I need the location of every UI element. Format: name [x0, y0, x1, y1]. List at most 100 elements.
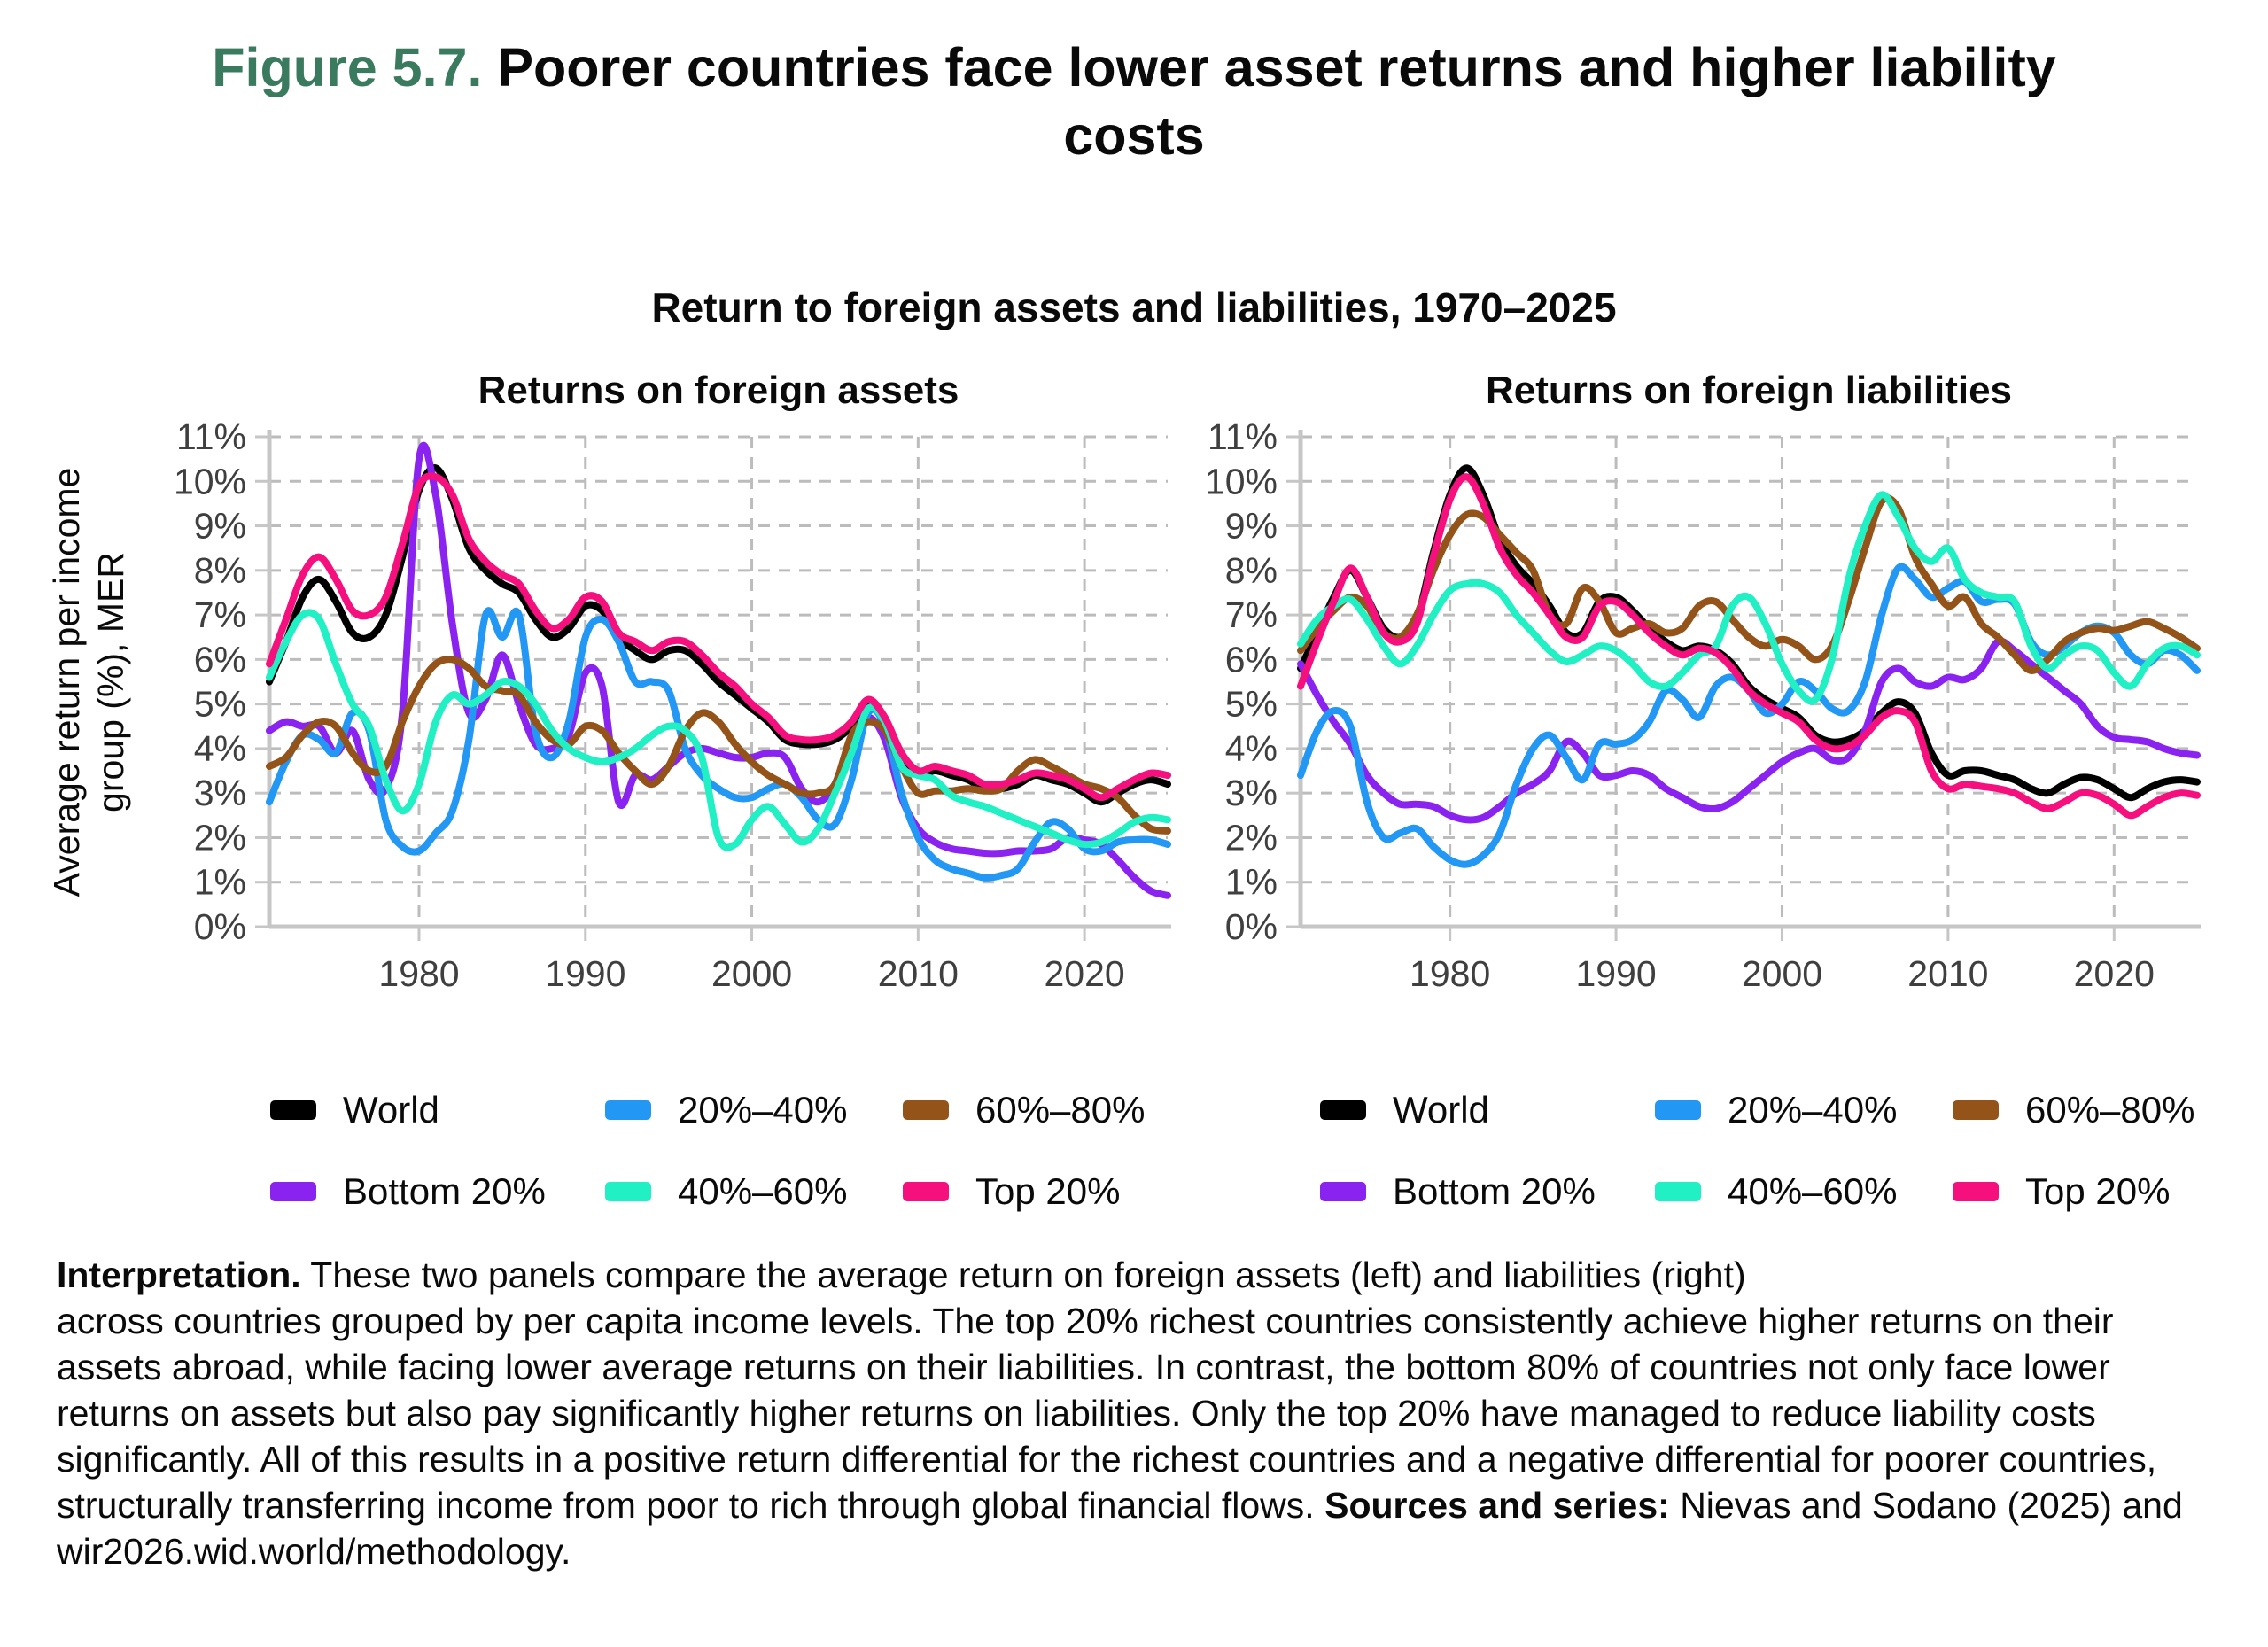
sources-text: Nievas and Sodano (2025) and wir2026.wid…: [57, 1485, 2183, 1572]
svg-text:2%: 2%: [1225, 817, 1278, 858]
interpretation-label: Interpretation.: [57, 1255, 301, 1295]
legend-swatch: [1953, 1100, 1999, 1120]
svg-text:1990: 1990: [1575, 953, 1656, 994]
svg-text:3%: 3%: [194, 773, 246, 813]
svg-text:9%: 9%: [194, 506, 246, 547]
svg-text:11%: 11%: [1208, 416, 1278, 457]
legend-item-20-40-: 20%–40%: [605, 1089, 903, 1131]
legend-label: 60%–80%: [975, 1089, 1146, 1130]
svg-text:9%: 9%: [1225, 506, 1278, 547]
legend-label: 40%–60%: [678, 1170, 848, 1212]
svg-text:2010: 2010: [1907, 953, 1988, 994]
legend-label: 40%–60%: [1728, 1170, 1898, 1212]
figure-title: Figure 5.7. Poorer countries face lower …: [0, 34, 2268, 170]
legend-item-world: World: [1320, 1089, 1655, 1131]
svg-text:7%: 7%: [1225, 594, 1278, 635]
legend-swatch: [270, 1100, 316, 1120]
legend-item-60-80-: 60%–80%: [903, 1089, 1145, 1131]
series-line-40-60-: [1297, 491, 2201, 705]
svg-text:11%: 11%: [176, 416, 246, 457]
legend-item-world: World: [270, 1089, 605, 1131]
assets-legend: World 20%–40% 60%–80% Bottom 20% 40%–60% Top …: [270, 1089, 1145, 1213]
legend-swatch: [1655, 1182, 1701, 1201]
assets-chart-panel: 1980 1990 2000 2010 2020 0%1%2%3%4%5%6%7%8%9%…: [174, 416, 1171, 994]
svg-text:0%: 0%: [1225, 906, 1278, 947]
svg-text:8%: 8%: [194, 550, 246, 591]
legend-item-40-60-: 40%–60%: [1655, 1170, 1953, 1213]
y-axis-label: Average return per income group (%), MER: [46, 467, 131, 897]
legend-item-20-40-: 20%–40%: [1655, 1089, 1953, 1131]
legend-item-bottom-20-: Bottom 20%: [1320, 1170, 1655, 1213]
liabilities-legend: World 20%–40% 60%–80% Bottom 20% 40%–60% Top …: [1320, 1089, 2194, 1213]
svg-text:6%: 6%: [1225, 639, 1278, 680]
series-line-bottom-20-: [266, 441, 1171, 899]
interpretation-body: across countries grouped by per capita i…: [57, 1301, 2157, 1526]
svg-text:7%: 7%: [194, 594, 246, 635]
legend-item-40-60-: 40%–60%: [605, 1170, 903, 1213]
series-line-top-20-: [266, 472, 1171, 802]
series-line-20-40-: [266, 607, 1171, 882]
svg-text:1990: 1990: [545, 953, 625, 994]
svg-text:6%: 6%: [194, 639, 246, 680]
svg-text:2%: 2%: [194, 817, 246, 858]
legend-label: 20%–40%: [678, 1089, 848, 1130]
legend-item-bottom-20-: Bottom 20%: [270, 1170, 605, 1213]
legend-label: 20%–40%: [1728, 1089, 1898, 1130]
legend-label: World: [343, 1089, 439, 1130]
series-line-world: [266, 464, 1171, 806]
svg-text:1%: 1%: [1225, 862, 1278, 903]
legend-swatch: [605, 1182, 651, 1201]
legend-label: 60%–80%: [2025, 1089, 2195, 1130]
series-line-40-60-: [266, 609, 1171, 851]
legend-swatch: [903, 1182, 949, 1201]
legend-item-60-80-: 60%–80%: [1953, 1089, 2194, 1131]
series-line-60-80-: [266, 656, 1171, 835]
svg-text:1980: 1980: [1410, 953, 1490, 994]
svg-text:2000: 2000: [711, 953, 792, 994]
svg-text:2020: 2020: [2074, 953, 2155, 994]
series-line-top-20-: [1297, 473, 2201, 820]
legend-item-top-20-: Top 20%: [1953, 1170, 2194, 1213]
svg-text:1980: 1980: [378, 953, 459, 994]
legend-swatch: [605, 1100, 651, 1120]
interpretation-note: Interpretation. These two panels compare…: [57, 1252, 2201, 1574]
svg-text:2000: 2000: [1742, 953, 1822, 994]
svg-text:2020: 2020: [1045, 953, 1125, 994]
series-line-60-80-: [1297, 494, 2201, 674]
legend-label: World: [1393, 1089, 1489, 1130]
svg-text:5%: 5%: [1225, 684, 1278, 725]
figure-title-line1: Poorer countries face lower asset return…: [497, 37, 2056, 97]
assets-panel-title: Returns on foreign assets: [478, 369, 959, 412]
svg-text:8%: 8%: [1225, 550, 1278, 591]
legend-label: Bottom 20%: [343, 1170, 546, 1212]
series-line-20-40-: [1297, 563, 2201, 868]
legend-label: Bottom 20%: [1393, 1170, 1596, 1212]
svg-text:4%: 4%: [194, 728, 246, 769]
svg-text:4%: 4%: [1225, 728, 1278, 769]
figure-title-line2: costs: [1063, 105, 1205, 166]
interpretation-line1: These two panels compare the average ret…: [310, 1255, 1746, 1295]
series-line-world: [1297, 464, 2201, 802]
legend-swatch: [1953, 1182, 1999, 1201]
svg-text:10%: 10%: [174, 461, 246, 501]
legend-swatch: [1320, 1182, 1366, 1201]
svg-text:10%: 10%: [1205, 461, 1278, 501]
legend-label: Top 20%: [2025, 1170, 2171, 1212]
svg-text:5%: 5%: [194, 684, 246, 725]
legend-item-top-20-: Top 20%: [903, 1170, 1145, 1213]
series-line-bottom-20-: [1297, 637, 2201, 824]
liabilities-panel-title: Returns on foreign liabilities: [1485, 369, 2013, 412]
legend-swatch: [903, 1100, 949, 1120]
liabilities-chart-panel: 1980 1990 2000 2010 2020 0%1%2%3%4%5%6%7%8%9%…: [1205, 416, 2201, 994]
svg-text:2010: 2010: [878, 953, 959, 994]
legend-swatch: [1655, 1100, 1701, 1120]
legend-swatch: [1320, 1100, 1366, 1120]
chart-supertitle: Return to foreign assets and liabilities…: [651, 284, 1617, 330]
legend-label: Top 20%: [975, 1170, 1121, 1212]
svg-text:3%: 3%: [1225, 773, 1278, 813]
figure-number-label: Figure 5.7.: [212, 37, 483, 97]
legend-swatch: [270, 1182, 316, 1201]
svg-text:1%: 1%: [194, 862, 246, 903]
svg-text:0%: 0%: [194, 906, 246, 947]
